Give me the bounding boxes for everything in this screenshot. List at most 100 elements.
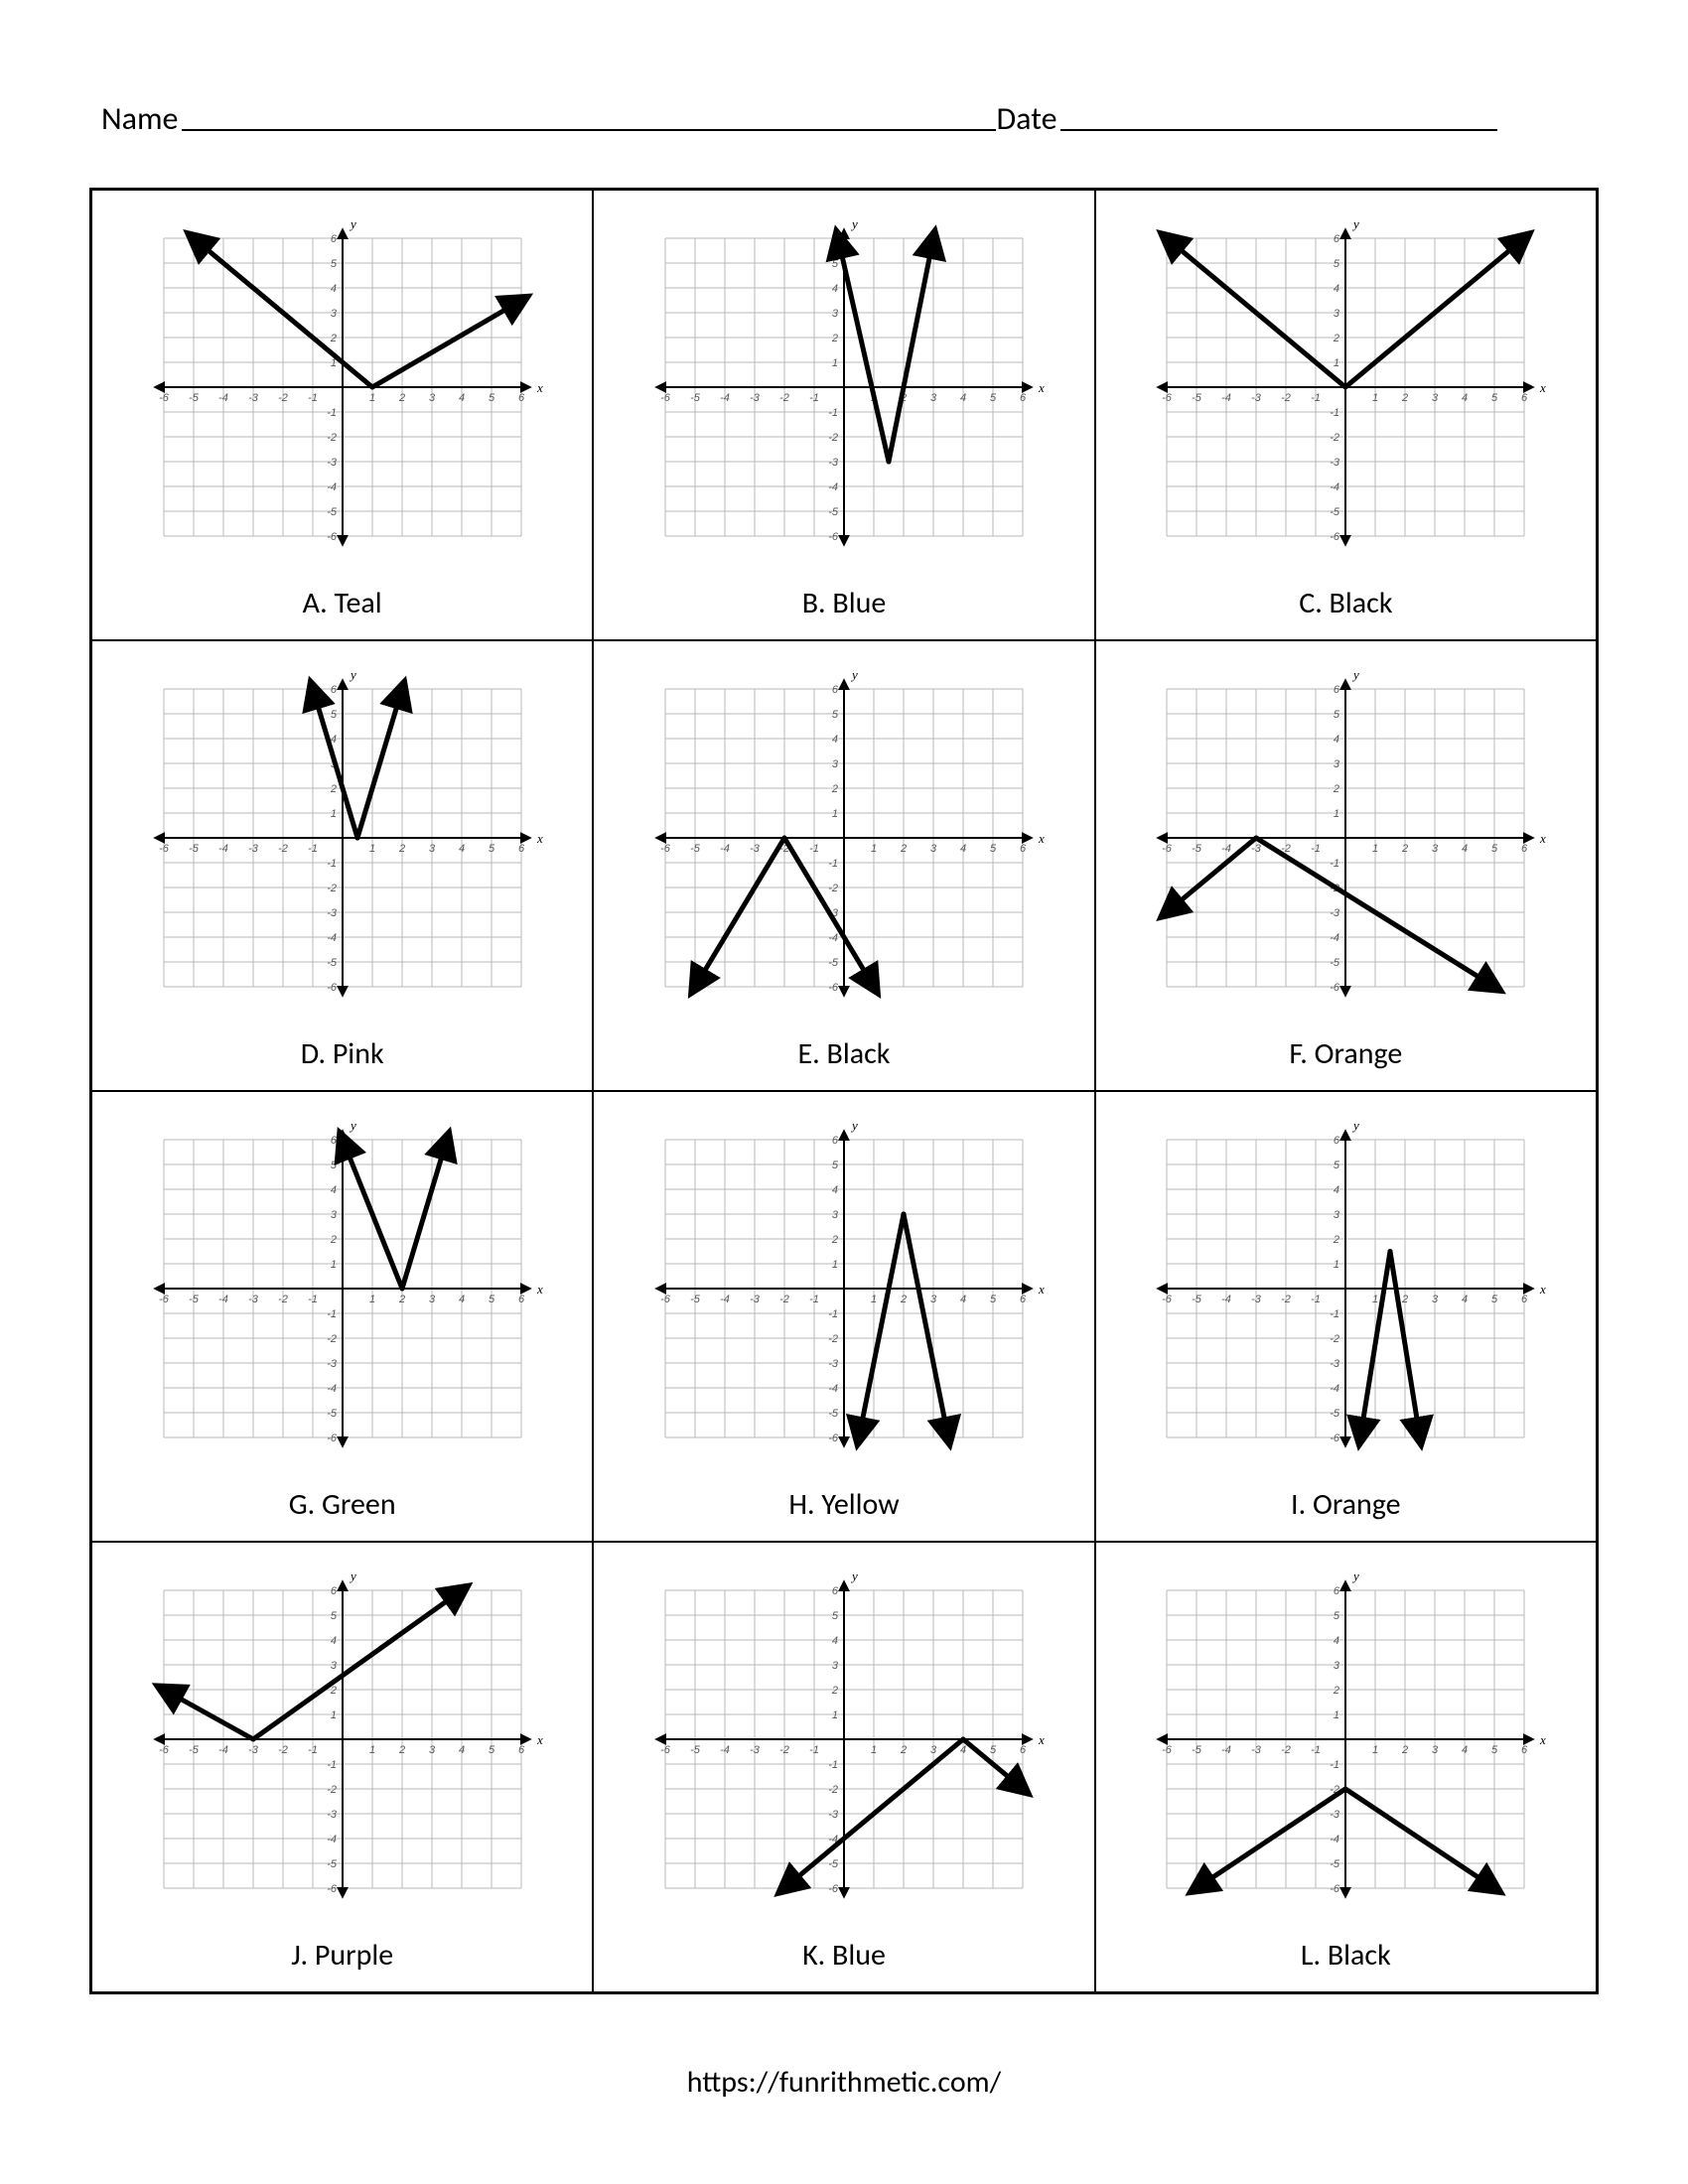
svg-text:3: 3 xyxy=(832,1209,839,1221)
svg-text:-4: -4 xyxy=(720,843,730,855)
svg-text:1: 1 xyxy=(871,843,877,855)
svg-text:-6: -6 xyxy=(660,843,671,855)
svg-text:-1: -1 xyxy=(327,858,337,870)
svg-text:6: 6 xyxy=(518,1744,525,1756)
svg-text:-6: -6 xyxy=(660,1294,671,1305)
svg-text:4: 4 xyxy=(459,392,465,404)
svg-text:-1: -1 xyxy=(828,1759,838,1771)
svg-text:3: 3 xyxy=(1334,1209,1340,1221)
coordinate-plane: -6-5-4-3-2-1123456-6-5-4-3-2-1123456xy xyxy=(134,659,551,1031)
name-blank-line[interactable] xyxy=(182,99,996,131)
svg-text:-1: -1 xyxy=(1311,392,1321,404)
svg-text:-3: -3 xyxy=(1251,843,1262,855)
svg-text:6: 6 xyxy=(518,1294,525,1305)
svg-text:6: 6 xyxy=(832,1135,839,1147)
svg-text:4: 4 xyxy=(1462,1744,1468,1756)
svg-text:-2: -2 xyxy=(327,883,337,894)
svg-text:3: 3 xyxy=(930,843,937,855)
graph-caption: E. Black xyxy=(798,1035,891,1072)
svg-text:5: 5 xyxy=(832,1610,839,1622)
footer-url: https://funrithmetic.com/ xyxy=(89,2064,1599,2101)
svg-text:4: 4 xyxy=(960,1744,966,1756)
svg-text:6: 6 xyxy=(1334,1135,1340,1147)
graph-caption: G. Green xyxy=(289,1486,396,1523)
svg-text:6: 6 xyxy=(832,684,839,696)
svg-text:-4: -4 xyxy=(720,392,730,404)
svg-text:5: 5 xyxy=(489,392,495,404)
svg-text:-5: -5 xyxy=(1192,843,1202,855)
svg-text:-2: -2 xyxy=(828,1784,838,1796)
svg-text:5: 5 xyxy=(489,1294,495,1305)
svg-text:-5: -5 xyxy=(690,392,701,404)
svg-text:-6: -6 xyxy=(159,1294,170,1305)
svg-text:5: 5 xyxy=(1334,1160,1340,1171)
svg-text:x: x xyxy=(1038,380,1045,395)
svg-text:-2: -2 xyxy=(828,883,838,894)
graph-caption: K. Blue xyxy=(802,1937,886,1974)
svg-text:1: 1 xyxy=(1334,357,1339,369)
svg-text:-1: -1 xyxy=(1331,407,1340,419)
graph-caption: A. Teal xyxy=(303,585,382,621)
coordinate-plane: -6-5-4-3-2-1123456-6-5-4-3-2-1123456xy xyxy=(134,1561,551,1933)
svg-text:-5: -5 xyxy=(828,957,839,969)
svg-text:6: 6 xyxy=(1521,1744,1528,1756)
svg-text:-3: -3 xyxy=(750,843,761,855)
svg-text:-5: -5 xyxy=(327,957,338,969)
svg-text:3: 3 xyxy=(1334,758,1340,770)
svg-text:-6: -6 xyxy=(327,1883,338,1895)
svg-text:-1: -1 xyxy=(308,392,318,404)
svg-text:6: 6 xyxy=(1334,233,1340,245)
svg-text:-5: -5 xyxy=(189,1294,200,1305)
svg-text:2: 2 xyxy=(398,392,405,404)
date-blank-line[interactable] xyxy=(1060,99,1497,131)
graph-cell: -6-5-4-3-2-1123456-6-5-4-3-2-1123456xyH.… xyxy=(593,1091,1094,1542)
svg-text:-5: -5 xyxy=(189,1744,200,1756)
svg-text:1: 1 xyxy=(1372,1744,1378,1756)
svg-text:-4: -4 xyxy=(218,1294,228,1305)
svg-text:2: 2 xyxy=(1333,1685,1339,1697)
svg-text:-2: -2 xyxy=(1281,1744,1291,1756)
svg-text:4: 4 xyxy=(1334,283,1339,295)
svg-text:x: x xyxy=(1539,831,1546,846)
svg-text:6: 6 xyxy=(518,843,525,855)
graph-cell: -6-5-4-3-2-1123456-6-5-4-3-2-1123456xyE.… xyxy=(593,640,1094,1091)
svg-text:-6: -6 xyxy=(828,531,839,543)
svg-text:1: 1 xyxy=(369,392,375,404)
svg-text:2: 2 xyxy=(831,333,838,344)
svg-text:3: 3 xyxy=(1432,1744,1439,1756)
svg-text:-3: -3 xyxy=(828,457,839,469)
svg-text:1: 1 xyxy=(369,843,375,855)
graph-cell: -6-5-4-3-2-1123456-6-5-4-3-2-1123456xyC.… xyxy=(1095,190,1597,640)
svg-text:4: 4 xyxy=(1334,1635,1339,1647)
svg-text:-6: -6 xyxy=(660,392,671,404)
svg-text:-3: -3 xyxy=(1251,392,1262,404)
svg-text:3: 3 xyxy=(930,1294,937,1305)
svg-text:-5: -5 xyxy=(828,1408,839,1420)
svg-text:x: x xyxy=(1038,1282,1045,1297)
svg-text:5: 5 xyxy=(1334,709,1340,721)
svg-text:-6: -6 xyxy=(1162,1294,1173,1305)
svg-text:-5: -5 xyxy=(1192,392,1202,404)
svg-text:6: 6 xyxy=(331,1135,338,1147)
svg-text:-5: -5 xyxy=(690,1744,701,1756)
svg-text:-5: -5 xyxy=(1331,1858,1341,1870)
svg-text:-1: -1 xyxy=(828,407,838,419)
svg-text:1: 1 xyxy=(1372,1294,1378,1305)
svg-text:x: x xyxy=(536,380,543,395)
svg-text:x: x xyxy=(536,831,543,846)
svg-text:3: 3 xyxy=(429,1744,436,1756)
svg-text:-5: -5 xyxy=(327,1408,338,1420)
svg-text:-6: -6 xyxy=(828,1433,839,1444)
svg-text:-6: -6 xyxy=(1162,843,1173,855)
svg-text:1: 1 xyxy=(871,1744,877,1756)
svg-text:-4: -4 xyxy=(327,481,337,493)
svg-text:4: 4 xyxy=(459,1744,465,1756)
svg-text:-1: -1 xyxy=(1331,1759,1340,1771)
svg-text:-4: -4 xyxy=(1221,1744,1231,1756)
svg-text:4: 4 xyxy=(331,1635,337,1647)
svg-text:-1: -1 xyxy=(1331,858,1340,870)
svg-text:-4: -4 xyxy=(327,932,337,944)
svg-text:y: y xyxy=(850,1118,858,1133)
svg-text:-5: -5 xyxy=(828,1858,839,1870)
svg-text:-6: -6 xyxy=(1331,1883,1341,1895)
